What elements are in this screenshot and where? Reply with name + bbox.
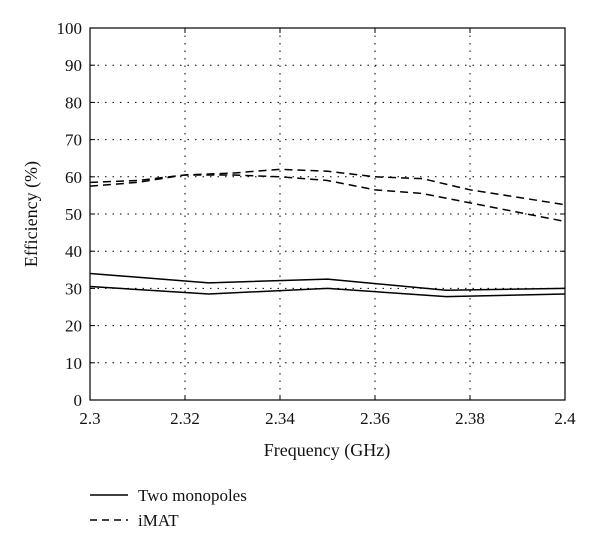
y-tick-label: 10 [65,354,82,373]
x-tick-label: 2.34 [265,409,295,428]
x-tick-label: 2.4 [554,409,576,428]
legend-label: Two monopoles [138,486,247,505]
axis-ticks: 2.3 2.32 2.34 2.36 2.38 2.4 0 10 20 30 40 50 60 70 80 9… [57,19,577,428]
y-tick-label: 70 [65,131,82,150]
y-tick-label: 100 [57,19,83,38]
y-tick-label: 20 [65,317,82,336]
y-tick-label: 60 [65,168,82,187]
plot-area-frame [89,27,566,401]
x-tick-label: 2.32 [170,409,200,428]
imat-line-3 [89,174,566,223]
legend: Two monopoles iMAT [90,486,247,530]
two-monopoles-line-1 [89,285,566,298]
two-monopoles-line-0 [89,272,566,292]
y-tick-label: 90 [65,56,82,75]
x-tick-label: 2.3 [79,409,100,428]
y-tick-label: 50 [65,205,82,224]
y-tick-label: 0 [74,391,83,410]
y-tick-label: 30 [65,279,82,298]
x-axis-label: Frequency (GHz) [264,440,390,461]
y-axis-label: Efficiency (%) [21,161,42,267]
y-tick-label: 80 [65,93,82,112]
x-tick-label: 2.36 [360,409,390,428]
x-tick-label: 2.38 [455,409,485,428]
imat-line-2 [89,168,566,206]
y-tick-label: 40 [65,242,82,261]
grid-lines [90,28,565,400]
series-lines [89,168,566,298]
legend-label: iMAT [138,511,179,530]
